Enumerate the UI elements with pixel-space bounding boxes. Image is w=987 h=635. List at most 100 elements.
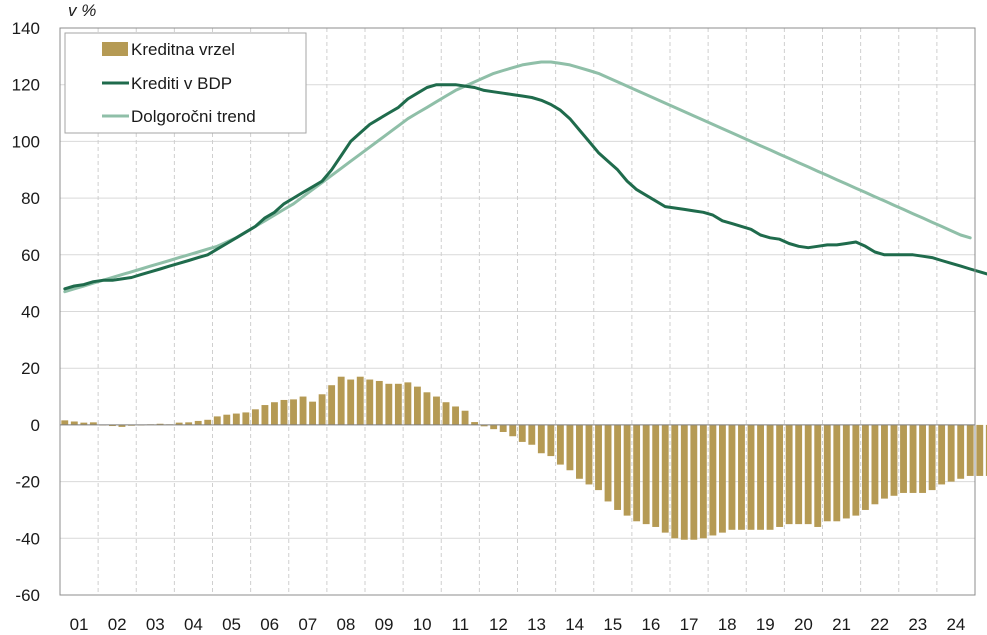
bar xyxy=(585,424,593,485)
y-tick-label: 100 xyxy=(12,132,40,151)
bar xyxy=(423,392,431,425)
bar xyxy=(518,424,526,442)
bar xyxy=(61,420,69,425)
line-series xyxy=(63,60,987,294)
x-tick-label: 02 xyxy=(108,615,127,634)
y-tick-label: 120 xyxy=(12,76,40,95)
bar xyxy=(394,383,402,425)
bar xyxy=(766,424,774,530)
y-tick-label: -40 xyxy=(15,529,40,548)
bar xyxy=(337,376,345,425)
x-tick-label: 07 xyxy=(298,615,317,634)
bar xyxy=(194,420,202,425)
x-tick-label: 03 xyxy=(146,615,165,634)
bar xyxy=(299,396,307,425)
bar xyxy=(413,386,421,425)
x-axis-ticks: 01 02 03 04 05 06 07 08 09 10 11 12 13 14 15 16 17 18 19 20… xyxy=(70,615,966,634)
bar xyxy=(947,424,955,482)
bar xyxy=(509,424,517,437)
bar xyxy=(89,422,97,425)
series-line xyxy=(63,60,972,294)
y-tick-label: -60 xyxy=(15,586,40,605)
bar xyxy=(680,424,688,540)
bar xyxy=(385,383,393,425)
legend-swatch-kreditna-vrzel xyxy=(102,42,128,56)
bar xyxy=(795,424,803,525)
bar xyxy=(814,424,822,527)
x-tick-label: 17 xyxy=(680,615,699,634)
x-tick-label: 09 xyxy=(375,615,394,634)
bar xyxy=(204,419,212,425)
bar xyxy=(804,424,812,525)
x-tick-label: 06 xyxy=(260,615,279,634)
x-tick-label: 13 xyxy=(527,615,546,634)
bar xyxy=(614,424,622,510)
bar xyxy=(118,424,126,427)
legend-label-dolgorocni-trend: Dolgoročni trend xyxy=(131,107,256,126)
x-tick-label: 22 xyxy=(870,615,889,634)
bar xyxy=(709,424,717,536)
bar xyxy=(242,412,250,425)
y-tick-label: -20 xyxy=(15,473,40,492)
bar xyxy=(633,424,641,522)
bar xyxy=(108,424,116,427)
y-tick-label: 60 xyxy=(21,246,40,265)
x-tick-label: 14 xyxy=(565,615,584,634)
bar xyxy=(566,424,574,471)
bar xyxy=(356,376,364,425)
x-tick-label: 10 xyxy=(413,615,432,634)
bar xyxy=(547,424,555,457)
legend-label-kreditna-vrzel: Kreditna vrzel xyxy=(131,40,235,59)
bar xyxy=(738,424,745,530)
bar xyxy=(461,410,469,425)
bar xyxy=(604,424,612,502)
x-tick-label: 18 xyxy=(718,615,737,634)
bar xyxy=(290,399,297,425)
bar xyxy=(671,424,679,539)
bar xyxy=(452,406,459,425)
y-tick-label: 0 xyxy=(31,416,40,435)
bar xyxy=(442,402,450,425)
bar xyxy=(499,424,507,432)
bar xyxy=(556,424,564,465)
bar xyxy=(728,424,736,530)
bar xyxy=(251,409,259,425)
bar xyxy=(175,422,183,425)
bar xyxy=(652,424,660,527)
bar xyxy=(318,394,326,425)
x-tick-label: 20 xyxy=(794,615,813,634)
x-tick-label: 19 xyxy=(756,615,775,634)
bar xyxy=(271,402,278,425)
y-tick-label: 80 xyxy=(21,189,40,208)
x-tick-label: 04 xyxy=(184,615,203,634)
bar xyxy=(661,424,669,533)
bar xyxy=(347,379,355,425)
bar xyxy=(833,424,841,522)
bar xyxy=(881,424,888,499)
x-tick-label: 05 xyxy=(222,615,241,634)
y-axis-ticks: -60 -40 -20 0 20 40 60 80 100 120 140 xyxy=(12,19,40,605)
bar xyxy=(690,424,698,540)
bar xyxy=(823,424,831,522)
unit-label: v % xyxy=(68,1,96,20)
x-tick-label: 16 xyxy=(641,615,660,634)
bar xyxy=(280,399,288,425)
bar xyxy=(80,422,88,425)
bar xyxy=(528,424,536,445)
bar-series xyxy=(61,376,987,540)
bar xyxy=(623,424,631,516)
bar xyxy=(480,424,488,427)
bar xyxy=(309,401,317,425)
x-tick-label: 23 xyxy=(908,615,927,634)
bar xyxy=(261,405,269,425)
bar xyxy=(909,424,917,493)
bar xyxy=(928,424,936,491)
bar xyxy=(718,424,726,533)
y-tick-label: 20 xyxy=(21,359,40,378)
bar xyxy=(861,424,869,510)
x-tick-label: 15 xyxy=(603,615,622,634)
bar xyxy=(213,416,221,425)
bar xyxy=(576,424,583,479)
bar xyxy=(852,424,860,516)
